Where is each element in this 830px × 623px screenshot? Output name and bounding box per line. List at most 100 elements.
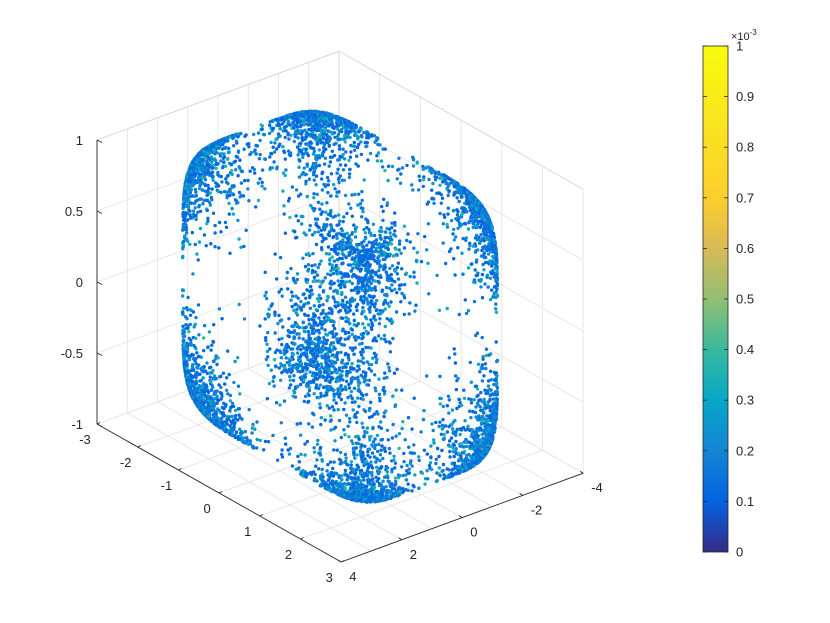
data-point	[372, 294, 376, 298]
data-point	[193, 242, 197, 247]
floor-grid-line	[278, 357, 523, 496]
data-point	[314, 174, 319, 178]
data-point	[222, 406, 226, 411]
data-point	[294, 302, 298, 306]
data-point	[352, 140, 356, 145]
data-point	[312, 331, 316, 335]
data-point	[317, 262, 322, 266]
data-point	[279, 356, 284, 360]
floor-grid-line	[157, 401, 402, 541]
data-point	[182, 346, 187, 350]
data-point	[394, 434, 398, 438]
data-point	[411, 188, 415, 192]
data-point	[232, 421, 237, 426]
data-point	[337, 366, 342, 370]
data-point	[260, 127, 264, 131]
data-point	[334, 263, 339, 268]
data-point	[353, 494, 358, 499]
data-point	[206, 216, 210, 220]
data-point	[312, 275, 317, 279]
data-point	[328, 281, 332, 286]
data-point	[295, 235, 299, 240]
data-point	[379, 482, 383, 487]
data-point	[367, 240, 371, 244]
data-point	[341, 248, 345, 252]
data-point	[367, 367, 371, 371]
data-point	[317, 225, 321, 230]
data-point	[374, 238, 379, 242]
data-point	[304, 147, 308, 151]
data-point	[274, 365, 278, 369]
data-point	[311, 327, 316, 331]
data-point	[375, 298, 379, 303]
data-point	[283, 157, 287, 161]
data-point	[332, 267, 336, 272]
data-point	[373, 446, 377, 451]
data-point	[209, 379, 213, 384]
data-point	[196, 210, 200, 214]
data-point	[299, 192, 303, 196]
data-point	[412, 451, 417, 455]
data-point	[341, 305, 345, 309]
data-point	[282, 150, 287, 155]
data-point	[400, 465, 404, 469]
data-point	[365, 243, 369, 247]
data-point	[302, 399, 306, 404]
data-point	[414, 303, 418, 307]
data-point	[234, 430, 239, 434]
data-point	[316, 363, 320, 367]
data-point	[284, 356, 288, 360]
data-point	[255, 420, 259, 424]
data-point	[395, 291, 399, 295]
data-point	[199, 197, 203, 201]
data-point	[329, 269, 333, 273]
data-point	[280, 336, 284, 341]
data-point	[319, 362, 323, 366]
data-point	[191, 272, 195, 276]
data-point	[327, 143, 331, 148]
data-point	[251, 444, 255, 448]
data-point	[331, 376, 335, 380]
data-point	[368, 455, 372, 459]
data-point	[284, 124, 289, 128]
data-point	[217, 383, 221, 387]
data-point	[267, 131, 272, 136]
data-point	[278, 255, 283, 260]
data-point	[314, 242, 319, 247]
data-point	[374, 389, 378, 393]
data-point	[373, 279, 377, 283]
data-point	[304, 182, 308, 186]
data-point	[339, 450, 343, 455]
data-point	[186, 371, 190, 375]
data-point	[224, 139, 228, 143]
data-point	[234, 168, 238, 172]
data-point	[287, 452, 292, 456]
data-point	[318, 207, 322, 211]
data-point	[202, 198, 206, 203]
data-point	[195, 180, 199, 184]
data-point	[380, 288, 385, 292]
data-point	[341, 298, 345, 303]
data-point	[188, 209, 192, 213]
data-point	[210, 187, 214, 191]
data-point	[399, 172, 403, 176]
data-point	[324, 236, 328, 241]
data-point	[282, 399, 287, 403]
data-point	[213, 159, 218, 163]
data-point	[319, 228, 324, 232]
data-point	[364, 317, 369, 321]
data-point	[383, 371, 387, 375]
data-point	[343, 295, 348, 299]
data-point	[343, 140, 347, 144]
data-point	[260, 184, 264, 188]
data-point	[200, 388, 204, 393]
data-point	[411, 164, 416, 168]
data-point	[412, 396, 416, 400]
data-point	[283, 436, 287, 440]
data-point	[325, 404, 329, 408]
data-point	[343, 486, 348, 490]
data-point	[206, 168, 210, 172]
data-point	[232, 184, 236, 188]
data-point	[181, 324, 185, 328]
data-point	[361, 361, 366, 365]
